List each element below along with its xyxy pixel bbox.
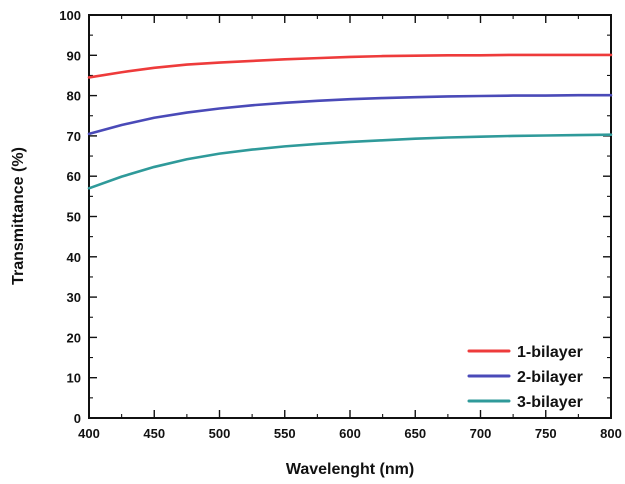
x-tick-label: 600 xyxy=(339,426,361,441)
x-tick-label: 700 xyxy=(470,426,492,441)
x-tick-label: 500 xyxy=(209,426,231,441)
series-line-3-bilayer xyxy=(87,133,613,190)
x-tick-label: 750 xyxy=(535,426,557,441)
y-tick-label: 50 xyxy=(67,210,81,225)
y-tick-label: 80 xyxy=(67,89,81,104)
y-axis-title: Transmittance (%) xyxy=(10,147,27,285)
legend-label-2-bilayer: 2-bilayer xyxy=(517,369,583,386)
x-axis-title: Wavelenght (nm) xyxy=(286,461,414,478)
x-tick-label: 400 xyxy=(78,426,100,441)
y-tick-label: 100 xyxy=(59,8,81,23)
y-tick-label: 70 xyxy=(67,129,81,144)
x-tick-label: 450 xyxy=(143,426,165,441)
y-tick-label: 40 xyxy=(67,250,81,265)
y-tick-label: 10 xyxy=(67,371,81,386)
x-tick-label: 550 xyxy=(274,426,296,441)
y-tick-label: 90 xyxy=(67,48,81,63)
x-axis: 400 450 500 550 600 650 700 750 800 xyxy=(78,15,622,441)
legend-label-1-bilayer: 1-bilayer xyxy=(517,344,583,361)
y-axis: 0 10 20 30 40 50 60 70 80 90 100 xyxy=(59,8,611,426)
y-tick-label: 60 xyxy=(67,169,81,184)
y-tick-label: 30 xyxy=(67,290,81,305)
series-line-2-bilayer xyxy=(87,93,613,136)
legend: 1-bilayer 2-bilayer 3-bilayer xyxy=(467,344,583,411)
y-tick-label: 20 xyxy=(67,330,81,345)
y-tick-label: 0 xyxy=(74,411,81,426)
legend-label-3-bilayer: 3-bilayer xyxy=(517,394,583,411)
series-lines xyxy=(87,53,613,190)
x-tick-label: 650 xyxy=(404,426,426,441)
x-tick-label: 800 xyxy=(600,426,622,441)
series-line-1-bilayer xyxy=(87,53,613,79)
